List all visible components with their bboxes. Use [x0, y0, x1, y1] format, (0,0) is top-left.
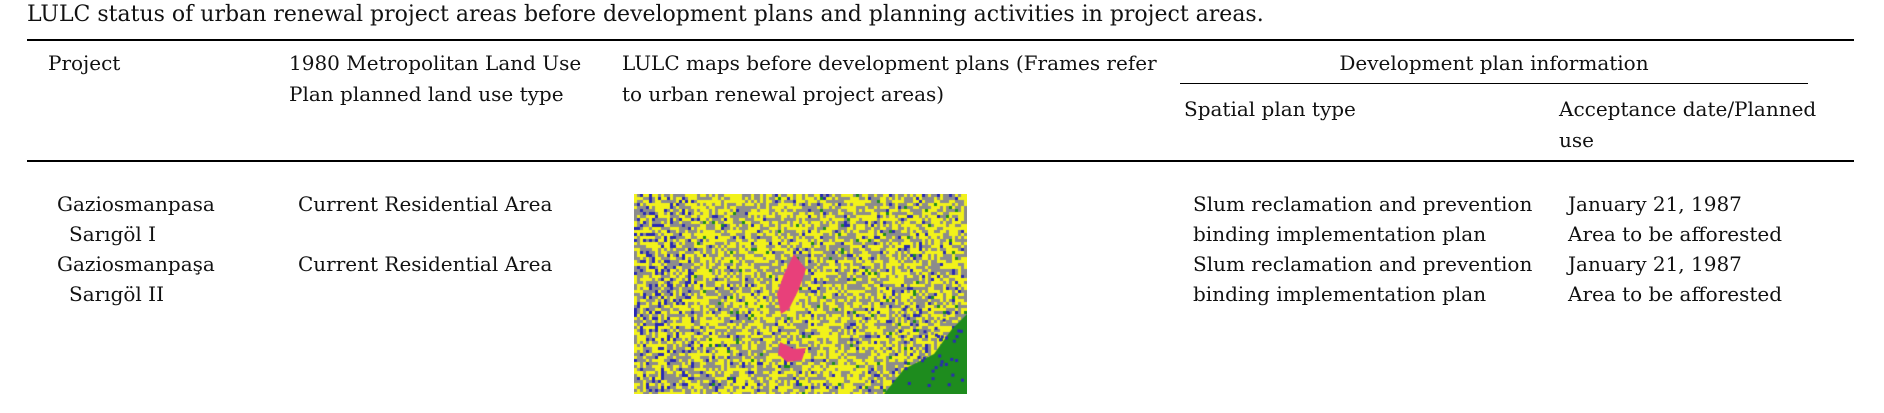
- header-spatial-plan-type: Spatial plan type: [1184, 97, 1356, 121]
- acceptance-value: January 21, 1987 Area to be afforested: [1568, 249, 1868, 309]
- project-name-line1: Gaziosmanpasa: [57, 192, 215, 216]
- spatial-line1: Slum reclamation and prevention: [1193, 192, 1533, 216]
- subheader-rule: [1180, 83, 1808, 84]
- planned-use: Area to be afforested: [1568, 282, 1783, 306]
- header-bottom-rule: [27, 160, 1854, 162]
- landuse-value: Current Residential Area: [298, 252, 553, 276]
- spatial-line2: binding implementation plan: [1193, 222, 1487, 246]
- top-rule: [27, 39, 1854, 41]
- project-name-line2: Sarıgöl I: [69, 222, 157, 246]
- header-project: Project: [48, 51, 121, 75]
- header-acceptance-date: Acceptance date/Planned use: [1559, 97, 1817, 152]
- acceptance-date: January 21, 1987: [1568, 192, 1742, 216]
- acceptance-date: January 21, 1987: [1568, 252, 1742, 276]
- header-landuse: 1980 Metropolitan Land Use Plan planned …: [289, 51, 582, 106]
- spatial-plan-value: Slum reclamation and prevention binding …: [1193, 189, 1533, 249]
- landuse-value: Current Residential Area: [298, 192, 553, 216]
- project-name: Gaziosmanpasa Sarıgöl I: [57, 189, 257, 249]
- header-development-plan: Development plan information: [1339, 51, 1649, 75]
- spatial-line2: binding implementation plan: [1193, 282, 1487, 306]
- project-name-line2: Sarıgöl II: [69, 282, 164, 306]
- acceptance-value: January 21, 1987 Area to be afforested: [1568, 189, 1868, 249]
- table-caption: LULC status of urban renewal project are…: [27, 2, 1264, 27]
- spatial-plan-value: Slum reclamation and prevention binding …: [1193, 249, 1533, 309]
- spatial-line1: Slum reclamation and prevention: [1193, 252, 1533, 276]
- project-name: Gaziosmanpaşa Sarıgöl II: [57, 249, 257, 309]
- lulc-map-image: [634, 194, 967, 394]
- project-name-line1: Gaziosmanpaşa: [57, 252, 215, 276]
- planned-use: Area to be afforested: [1568, 222, 1783, 246]
- header-lulc-maps: LULC maps before development plans (Fram…: [622, 51, 1157, 106]
